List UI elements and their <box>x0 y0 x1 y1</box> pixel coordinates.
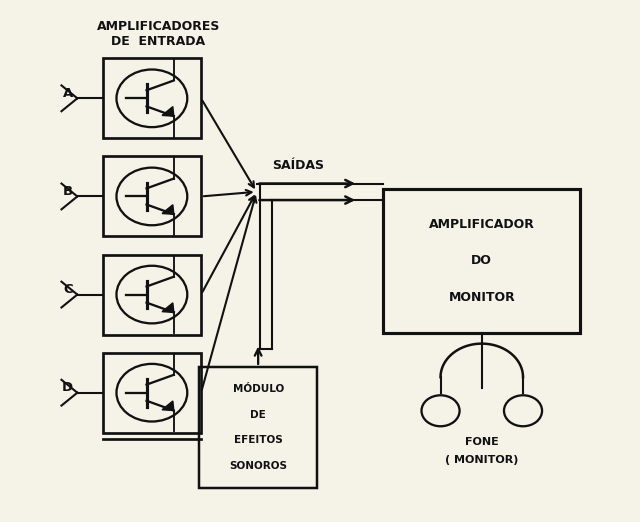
Polygon shape <box>162 106 174 116</box>
Text: SONOROS: SONOROS <box>229 461 287 471</box>
Polygon shape <box>162 303 174 313</box>
Text: DE  ENTRADA: DE ENTRADA <box>111 35 205 48</box>
Bar <box>102 255 201 335</box>
Bar <box>102 353 201 433</box>
Text: DO: DO <box>471 255 492 267</box>
Text: DE: DE <box>250 410 266 420</box>
Text: SAÍDAS: SAÍDAS <box>272 159 324 172</box>
Text: C: C <box>63 283 72 296</box>
Polygon shape <box>162 401 174 411</box>
Text: ( MONITOR): ( MONITOR) <box>445 455 518 465</box>
Bar <box>102 58 201 138</box>
Text: A: A <box>63 87 73 100</box>
Text: MONITOR: MONITOR <box>449 291 515 304</box>
Text: AMPLIFICADOR: AMPLIFICADOR <box>429 218 535 231</box>
Polygon shape <box>162 205 174 215</box>
Text: D: D <box>62 381 74 394</box>
Text: B: B <box>63 185 73 198</box>
Text: FONE: FONE <box>465 436 499 447</box>
Text: EFEITOS: EFEITOS <box>234 435 282 445</box>
Bar <box>102 157 201 236</box>
Text: AMPLIFICADORES: AMPLIFICADORES <box>97 19 220 32</box>
Bar <box>200 367 317 488</box>
Bar <box>383 188 580 334</box>
Text: MÓDULO: MÓDULO <box>232 384 284 394</box>
